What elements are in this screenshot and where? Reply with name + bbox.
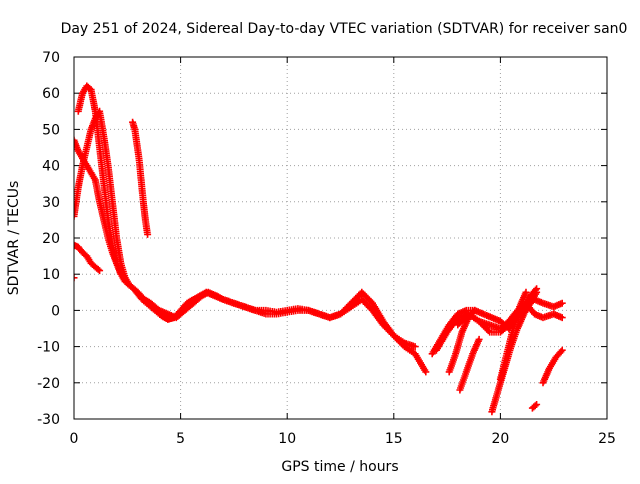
series-markers [496, 288, 530, 383]
series-s6 [74, 274, 78, 282]
y-tick-label: 50 [42, 122, 60, 138]
x-axis-label: GPS time / hours [281, 459, 398, 475]
x-tick-label: 15 [385, 431, 403, 447]
series-markers [129, 118, 152, 238]
plot-frame [73, 56, 608, 420]
series-markers [456, 335, 483, 394]
series-s14 [528, 401, 541, 412]
series-markers [74, 274, 78, 282]
series-s5 [129, 118, 152, 238]
y-tick-label: 0 [51, 303, 60, 319]
series-s1 [74, 136, 419, 351]
x-tick-label: 10 [278, 431, 296, 447]
y-axis-label: SDTVAR / TECUs [6, 181, 22, 296]
x-tick-label: 0 [70, 431, 79, 447]
series-markers [528, 401, 541, 412]
series-s2 [74, 241, 104, 275]
series-s4 [74, 82, 133, 289]
series-markers [74, 241, 104, 275]
y-tick-label: 30 [42, 195, 60, 211]
y-tick-label: 40 [42, 159, 60, 175]
x-tick-label: 5 [176, 431, 185, 447]
chart-title: Day 251 of 2024, Sidereal Day-to-day VTE… [61, 21, 628, 37]
series-markers [74, 136, 419, 351]
series-s15 [539, 346, 566, 387]
y-tick-label: 60 [42, 86, 60, 102]
y-tick-label: 70 [42, 50, 60, 66]
x-tick-label: 25 [598, 431, 616, 447]
series-s11 [456, 335, 483, 394]
series-s3 [74, 107, 430, 376]
series-markers [74, 107, 430, 376]
y-tick-label: -20 [37, 376, 60, 392]
x-tick-label: 20 [491, 431, 509, 447]
series-markers [445, 306, 479, 376]
y-tick-label: 10 [42, 267, 60, 283]
series-s10 [445, 306, 479, 376]
y-tick-label: -10 [37, 340, 60, 356]
y-tick-label: 20 [42, 231, 60, 247]
series-markers [74, 82, 133, 289]
y-tick-label: -30 [37, 412, 60, 428]
series-s13 [496, 288, 530, 383]
series-markers [539, 346, 566, 387]
